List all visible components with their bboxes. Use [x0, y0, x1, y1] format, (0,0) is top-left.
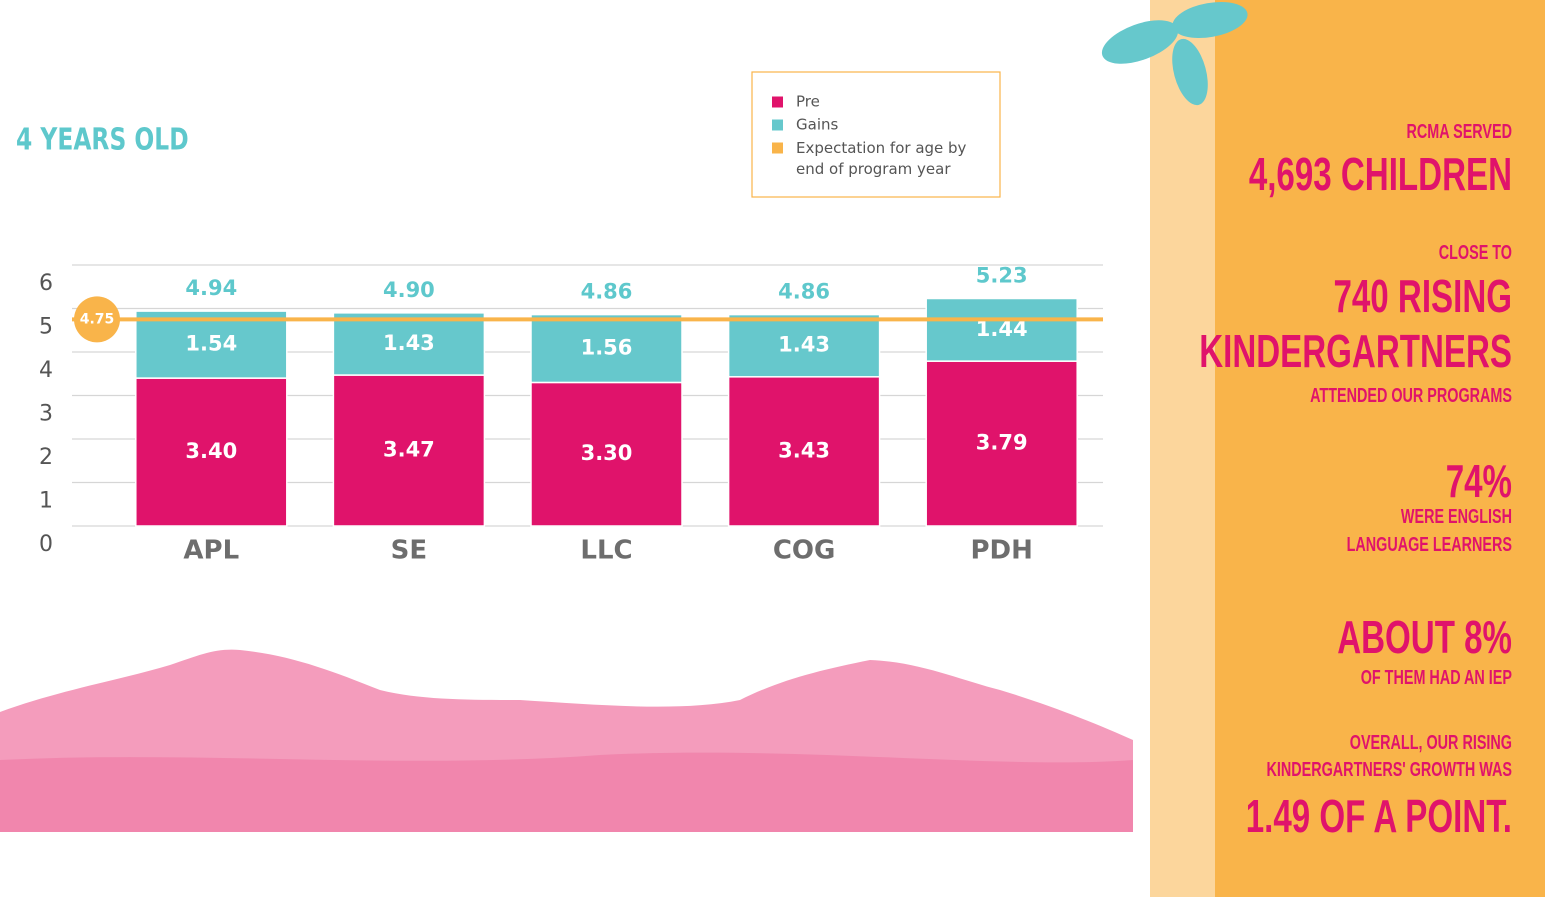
panel-line-group: CLOSE TO — [1439, 241, 1512, 264]
data-label: 3.47 — [383, 438, 435, 462]
bar-segment — [332, 312, 486, 376]
chart-subtitle: 4 YEARS OLD — [16, 123, 189, 158]
legend-swatch — [772, 119, 783, 131]
panel-text: LANGUAGE LEARNERS — [1347, 533, 1512, 556]
y-tick-label: 3 — [39, 402, 53, 427]
panel-line-group: ATTENDED OUR PROGRAMS — [1310, 384, 1512, 407]
data-label: 3.79 — [976, 431, 1028, 455]
bar-segment — [135, 377, 288, 527]
legend-label: Expectation for age by end of program yea… — [796, 139, 967, 178]
x-tick-label: LLC — [580, 536, 632, 566]
legend-swatch — [772, 142, 783, 154]
legend-swatch — [772, 96, 783, 108]
y-tick-label: 5 — [39, 315, 53, 340]
x-tick-label: APL — [183, 536, 239, 566]
data-label: 1.54 — [185, 332, 237, 356]
panel-text: CLOSE TO — [1439, 241, 1512, 264]
panel-text: OVERALL, OUR RISING — [1350, 731, 1512, 754]
bar-segment — [925, 360, 1078, 527]
y-tick-label: 2 — [39, 445, 53, 470]
legend-box — [751, 71, 1001, 198]
legend-label: Gains — [796, 116, 838, 134]
total-label: 4.86 — [778, 280, 830, 304]
bar-segment — [727, 376, 881, 527]
panel-text: ATTENDED OUR PROGRAMS — [1310, 384, 1512, 407]
data-label: 3.40 — [185, 439, 237, 463]
data-label: 1.43 — [778, 333, 830, 357]
x-tick-label: COG — [773, 536, 836, 566]
panel-background — [1215, 0, 1545, 897]
panel-highlight: 740 RISING — [1333, 272, 1512, 322]
panel-highlight: 74% — [1446, 457, 1512, 507]
x-tick-label: SE — [391, 536, 428, 566]
panel-line-group: 1.49 OF A POINT. — [1246, 792, 1512, 842]
reference-label: 4.75 — [80, 311, 115, 327]
panel-highlight: ABOUT 8% — [1337, 613, 1512, 663]
panel-text: KINDERGARTNERS' GROWTH WAS — [1266, 758, 1512, 781]
panel-highlight: KINDERGARTNERS — [1199, 327, 1512, 377]
panel-highlight: 1.49 OF A POINT. — [1246, 792, 1512, 842]
bar-segment — [332, 374, 486, 527]
panel-line-group: RCMA SERVED — [1407, 120, 1512, 143]
flower — [1101, 2, 1248, 106]
panel-line-group: 74% — [1446, 457, 1512, 507]
y-tick-label: 4 — [39, 358, 53, 383]
reference-badge — [74, 296, 120, 343]
y-tick-label: 1 — [39, 489, 53, 514]
panel-line-group: KINDERGARTNERS' GROWTH WAS — [1266, 758, 1512, 781]
panel-line-group: ABOUT 8% — [1337, 613, 1512, 663]
panel-line-group: LANGUAGE LEARNERS — [1347, 533, 1512, 556]
total-label: 4.86 — [581, 280, 633, 304]
panel-line-group: WERE ENGLISH — [1401, 505, 1512, 528]
panel-line-group: 740 RISING — [1333, 272, 1512, 322]
panel-line-group: OF THEM HAD AN IEP — [1361, 666, 1513, 689]
data-label: 3.30 — [581, 441, 633, 465]
total-label: 4.94 — [185, 276, 237, 300]
data-label: 1.56 — [581, 336, 633, 360]
total-label: 5.23 — [976, 263, 1028, 287]
mountains-shade — [0, 752, 1133, 832]
bar-segment — [530, 313, 683, 384]
legend-label: Pre — [796, 93, 820, 111]
panel-line-group: OVERALL, OUR RISING — [1350, 731, 1512, 754]
bar-segment — [925, 297, 1078, 362]
panel-text: WERE ENGLISH — [1401, 505, 1512, 528]
panel-highlight: 4,693 CHILDREN — [1249, 150, 1512, 200]
total-label: 4.90 — [383, 278, 435, 302]
legend-label-line: end of program year — [796, 160, 951, 178]
y-tick-label: 6 — [39, 271, 53, 296]
panel-line-group: KINDERGARTNERS — [1199, 327, 1512, 377]
bar-segment — [727, 313, 881, 378]
y-tick-label: 0 — [39, 532, 53, 557]
panel-line-group: 4,693 CHILDREN — [1249, 150, 1512, 200]
legend-label-line: Expectation for age by — [796, 139, 967, 157]
panel-text: OF THEM HAD AN IEP — [1361, 666, 1513, 689]
data-label: 3.43 — [778, 438, 830, 462]
bar-segment — [530, 381, 683, 527]
bar-segment — [135, 310, 288, 379]
data-label: 1.43 — [383, 331, 435, 355]
panel-text: RCMA SERVED — [1407, 120, 1512, 143]
x-tick-label: PDH — [970, 536, 1032, 566]
